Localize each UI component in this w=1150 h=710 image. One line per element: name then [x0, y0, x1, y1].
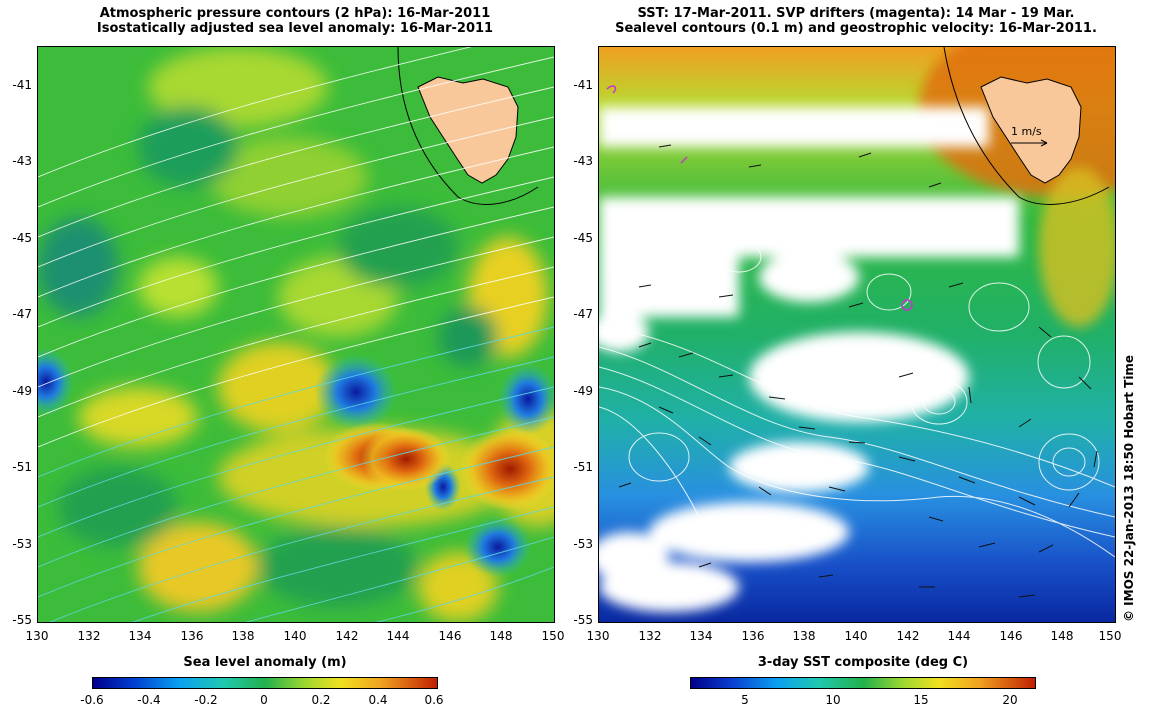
right-title: SST: 17-Mar-2011. SVP drifters (magenta)…	[598, 6, 1114, 36]
left-y-tick: -45	[12, 231, 32, 245]
right-y-tick: -45	[573, 231, 593, 245]
left-colorbar-tick: -0.2	[194, 693, 218, 707]
left-y-tick: -41	[12, 78, 32, 92]
warm-eddy	[460, 427, 554, 511]
left-title: Atmospheric pressure contours (2 hPa): 1…	[37, 6, 553, 36]
tasmania-land	[980, 76, 1082, 184]
right-colorbar-tick: 5	[741, 693, 749, 707]
sst-field	[599, 47, 1115, 622]
right-y-tick: -41	[573, 78, 593, 92]
left-x-tick: 140	[283, 629, 307, 643]
left-colorbar-tick: -0.6	[80, 693, 104, 707]
cold-eddy	[498, 363, 554, 435]
right-y-tick: -47	[573, 307, 593, 321]
sea-level-anomaly-map	[37, 46, 555, 623]
cold-eddy	[38, 348, 74, 416]
left-x-tick: 150	[541, 629, 565, 643]
warm-eddy	[361, 427, 451, 491]
right-x-tick: 132	[638, 629, 662, 643]
right-x-tick: 144	[947, 629, 971, 643]
geostrophic-velocity-arrows	[618, 144, 1098, 598]
left-x-tick: 132	[77, 629, 101, 643]
right-colorbar-title: 3-day SST composite (deg C)	[757, 655, 969, 670]
left-colorbar-title: Sea level anomaly (m)	[183, 655, 347, 670]
left-y-tick: -53	[12, 537, 32, 551]
right-x-tick: 130	[586, 629, 610, 643]
right-x-tick: 138	[792, 629, 816, 643]
left-colorbar-tick: -0.4	[137, 693, 161, 707]
left-x-tick: 148	[489, 629, 513, 643]
right-x-tick: 150	[1098, 629, 1122, 643]
left-colorbar-tick: 0.6	[424, 693, 444, 707]
left-y-tick: -49	[12, 384, 32, 398]
imos-credit: © IMOS 22-Jan-2013 18:50 Hobart Time	[1122, 354, 1136, 622]
tasmania-land	[417, 76, 519, 184]
right-colorbar-tick: 15	[913, 693, 929, 707]
left-x-tick: 134	[128, 629, 152, 643]
pressure-contours	[38, 47, 554, 448]
sea-level-colorbar	[92, 677, 438, 689]
left-title-line1: Atmospheric pressure contours (2 hPa): 1…	[99, 6, 491, 21]
right-x-tick: 142	[896, 629, 920, 643]
left-x-tick: 138	[231, 629, 255, 643]
sea-level-anomaly-field	[38, 47, 554, 622]
right-x-tick: 134	[689, 629, 713, 643]
cold-eddy	[314, 354, 398, 430]
velocity-scale-label: 1 m/s	[1011, 125, 1042, 138]
sea-level-contours	[599, 241, 1115, 558]
right-x-tick: 136	[741, 629, 765, 643]
right-y-tick: -53	[573, 537, 593, 551]
left-y-tick: -47	[12, 307, 32, 321]
sst-colorbar	[690, 677, 1036, 689]
right-x-tick: 140	[844, 629, 868, 643]
left-x-tick: 146	[438, 629, 462, 643]
left-x-tick: 142	[335, 629, 359, 643]
right-y-tick: -55	[573, 613, 593, 627]
cold-eddy	[464, 517, 532, 577]
left-y-tick: -43	[12, 154, 32, 168]
left-x-tick: 136	[180, 629, 204, 643]
pressure-contours-low	[38, 326, 554, 622]
left-title-line2: Isostatically adjusted sea level anomaly…	[96, 21, 494, 36]
cloud-gaps	[599, 107, 1019, 612]
sst-map: 1 m/s	[598, 46, 1116, 623]
left-y-tick: -55	[12, 613, 32, 627]
left-y-tick: -51	[12, 460, 32, 474]
left-colorbar-tick: 0.4	[368, 693, 388, 707]
right-title-line1: SST: 17-Mar-2011. SVP drifters (magenta)…	[637, 6, 1075, 21]
right-title-line2: Sealevel contours (0.1 m) and geostrophi…	[615, 21, 1097, 36]
svp-drifters	[606, 85, 913, 311]
left-colorbar-tick: 0	[260, 693, 268, 707]
right-y-tick: -49	[573, 384, 593, 398]
left-colorbar-tick: 0.2	[311, 693, 331, 707]
right-y-tick: -43	[573, 154, 593, 168]
right-colorbar-tick: 10	[825, 693, 841, 707]
left-x-tick: 144	[386, 629, 410, 643]
right-y-tick: -51	[573, 460, 593, 474]
right-x-tick: 148	[1050, 629, 1074, 643]
right-colorbar-tick: 20	[1002, 693, 1018, 707]
left-x-tick: 130	[25, 629, 49, 643]
right-x-tick: 146	[999, 629, 1023, 643]
